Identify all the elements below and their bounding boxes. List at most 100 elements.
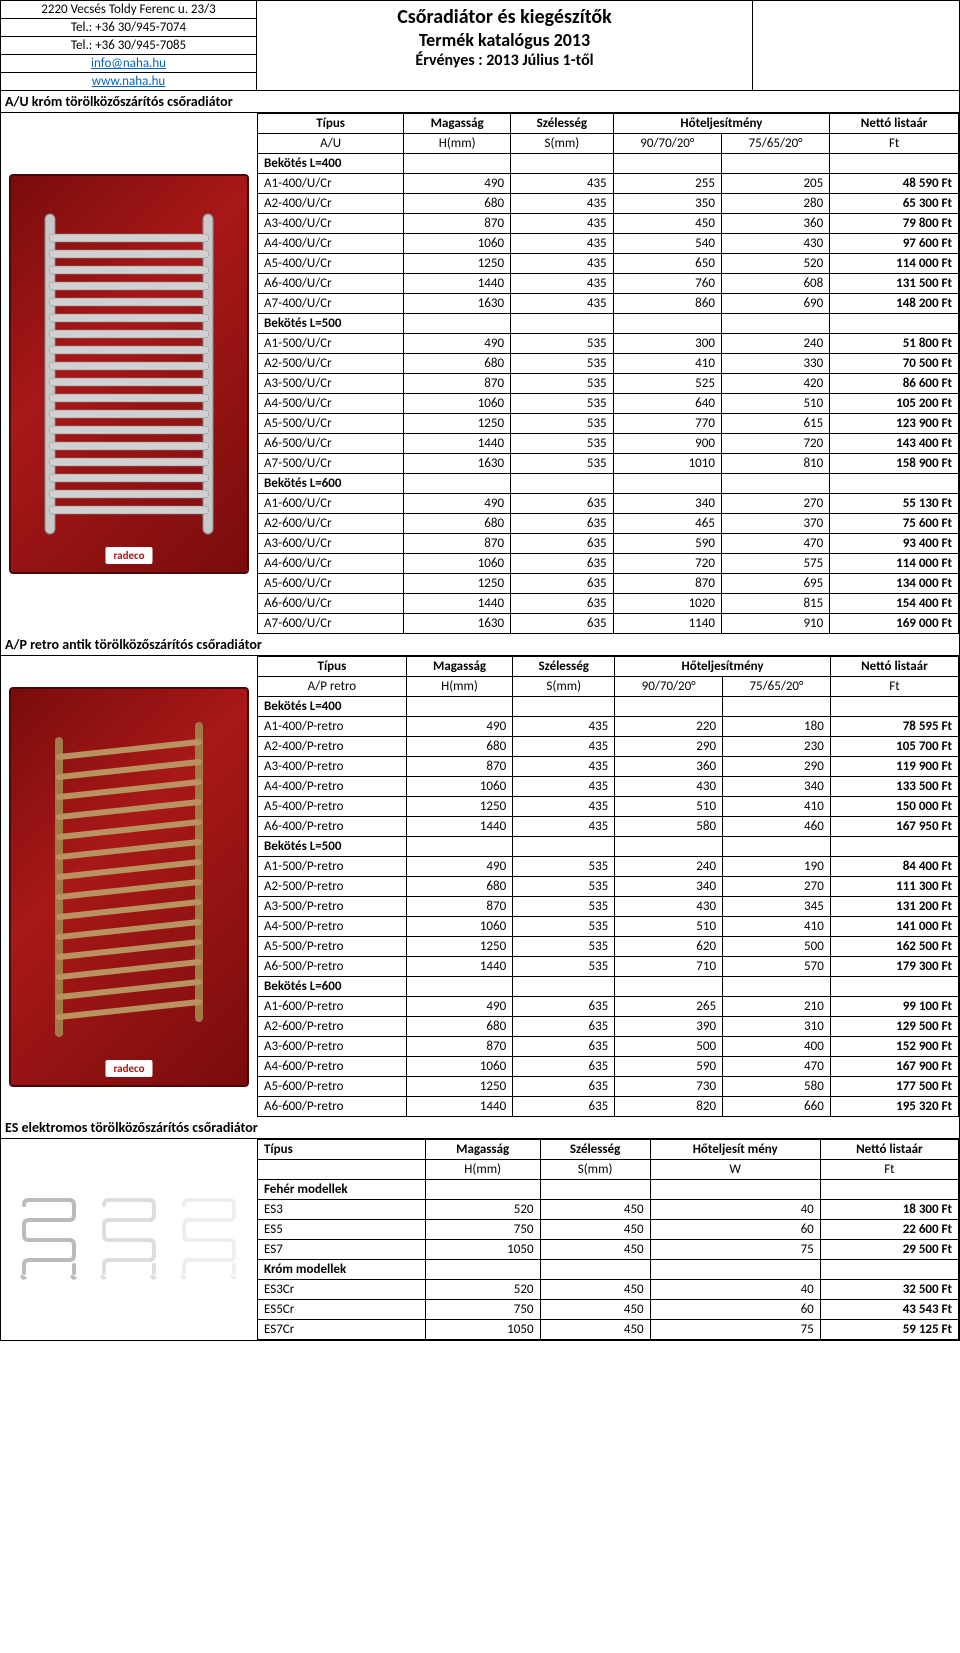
cell-p2: 910 xyxy=(721,614,829,634)
table-row: A1-500/P-retro49053524019084 400 Ft xyxy=(258,857,959,877)
table-row: A4-400/P-retro1060435430340133 500 Ft xyxy=(258,777,959,797)
table-row: A6-600/U/Cr14406351020815154 400 Ft xyxy=(258,594,959,614)
cell-p2: 280 xyxy=(721,194,829,214)
table-row: A4-500/P-retro1060535510410141 000 Ft xyxy=(258,917,959,937)
table-row: ES35204504018 300 Ft xyxy=(258,1200,959,1220)
col-tipus: Típus xyxy=(258,657,407,677)
cell-p2: 660 xyxy=(723,1097,831,1117)
cell-p2: 270 xyxy=(723,877,831,897)
cell-s: 435 xyxy=(513,817,615,837)
cell-h: 1440 xyxy=(404,434,511,454)
table-row: A5-500/P-retro1250535620500162 500 Ft xyxy=(258,937,959,957)
table-row: A5-600/U/Cr1250635870695134 000 Ft xyxy=(258,574,959,594)
cell-model: A4-600/P-retro xyxy=(258,1057,407,1077)
table-row: A3-600/P-retro870635500400152 900 Ft xyxy=(258,1037,959,1057)
cell-p1: 360 xyxy=(615,757,723,777)
sub-type: A/U xyxy=(258,134,404,154)
cell-h: 490 xyxy=(406,857,512,877)
col-szelesseg: Szélesség xyxy=(513,657,615,677)
cell-model: A6-500/U/Cr xyxy=(258,434,404,454)
cell-model: A3-500/P-retro xyxy=(258,897,407,917)
cell-price: 18 300 Ft xyxy=(820,1200,958,1220)
cell-p2: 470 xyxy=(721,534,829,554)
cell-price: 131 200 Ft xyxy=(830,897,958,917)
group-name: Bekötés L=500 xyxy=(258,314,404,334)
table-row: A3-500/P-retro870535430345131 200 Ft xyxy=(258,897,959,917)
cell-h: 1440 xyxy=(406,1097,512,1117)
cell-price: 150 000 Ft xyxy=(830,797,958,817)
table-row: A1-400/P-retro49043522018078 595 Ft xyxy=(258,717,959,737)
cell-h: 870 xyxy=(404,534,511,554)
cell-price: 75 600 Ft xyxy=(830,514,959,534)
cell-p2: 815 xyxy=(721,594,829,614)
col-tipus: Típus xyxy=(258,114,404,134)
group-name: Bekötés L=400 xyxy=(258,697,407,717)
cell-price: 143 400 Ft xyxy=(830,434,959,454)
cell-p1: 1020 xyxy=(613,594,721,614)
group-name: Fehér modellek xyxy=(258,1180,426,1200)
sub-h: H(mm) xyxy=(406,677,512,697)
cell-h: 680 xyxy=(404,354,511,374)
cell-price: 84 400 Ft xyxy=(830,857,958,877)
cell-p2: 205 xyxy=(721,174,829,194)
cell-s: 635 xyxy=(513,997,615,1017)
cell-price: 79 800 Ft xyxy=(830,214,959,234)
title-box: Csőradiátor és kiegészítők Termék kataló… xyxy=(257,1,753,90)
cell-h: 520 xyxy=(425,1200,540,1220)
product-table: TípusMagasságSzélességHőteljesít ményNet… xyxy=(257,1139,959,1340)
header: 2220 Vecsés Toldy Ferenc u. 23/3 Tel.: +… xyxy=(1,1,959,91)
sub-s: S(mm) xyxy=(513,677,615,697)
cell-p1: 430 xyxy=(615,777,723,797)
company-web[interactable]: www.naha.hu xyxy=(92,74,166,89)
cell-w: 75 xyxy=(650,1320,820,1340)
cell-price: 59 125 Ft xyxy=(820,1320,958,1340)
cell-model: A1-400/U/Cr xyxy=(258,174,404,194)
cell-s: 535 xyxy=(511,434,614,454)
cell-h: 870 xyxy=(404,214,511,234)
cell-model: A5-600/U/Cr xyxy=(258,574,404,594)
cell-model: ES3Cr xyxy=(258,1280,426,1300)
brand-tag: radeco xyxy=(105,1060,152,1077)
cell-model: A5-500/U/Cr xyxy=(258,414,404,434)
cell-p2: 420 xyxy=(721,374,829,394)
cell-model: A2-400/P-retro xyxy=(258,737,407,757)
cell-s: 635 xyxy=(513,1017,615,1037)
col-magassag: Magasság xyxy=(406,657,512,677)
group-name: Bekötés L=600 xyxy=(258,474,404,494)
cell-s: 635 xyxy=(511,614,614,634)
cell-h: 490 xyxy=(404,494,511,514)
cell-s: 435 xyxy=(513,737,615,757)
table-row: A6-500/U/Cr1440535900720143 400 Ft xyxy=(258,434,959,454)
cell-h: 490 xyxy=(406,997,512,1017)
cell-p1: 510 xyxy=(615,797,723,817)
cell-model: A4-600/U/Cr xyxy=(258,554,404,574)
cell-p1: 870 xyxy=(613,574,721,594)
sub-h: H(mm) xyxy=(425,1160,540,1180)
cell-p1: 730 xyxy=(615,1077,723,1097)
cell-p2: 230 xyxy=(723,737,831,757)
cell-p2: 330 xyxy=(721,354,829,374)
table-row: ES7Cr10504507559 125 Ft xyxy=(258,1320,959,1340)
table-row: A6-400/P-retro1440435580460167 950 Ft xyxy=(258,817,959,837)
table-row: A6-600/P-retro1440635820660195 320 Ft xyxy=(258,1097,959,1117)
cell-h: 1250 xyxy=(406,937,512,957)
cell-s: 635 xyxy=(513,1097,615,1117)
col-netto: Nettó listaár xyxy=(830,114,959,134)
cell-s: 635 xyxy=(511,594,614,614)
cell-h: 680 xyxy=(404,194,511,214)
table-row: ES710504507529 500 Ft xyxy=(258,1240,959,1260)
table-row: A5-400/U/Cr1250435650520114 000 Ft xyxy=(258,254,959,274)
cell-price: 179 300 Ft xyxy=(830,957,958,977)
sub-ft: Ft xyxy=(820,1160,958,1180)
cell-p2: 180 xyxy=(723,717,831,737)
cell-p1: 590 xyxy=(615,1057,723,1077)
group-name: Bekötés L=500 xyxy=(258,837,407,857)
cell-p1: 220 xyxy=(615,717,723,737)
company-email[interactable]: info@naha.hu xyxy=(91,56,166,71)
cell-price: 134 000 Ft xyxy=(830,574,959,594)
cell-price: 55 130 Ft xyxy=(830,494,959,514)
cell-model: A6-600/P-retro xyxy=(258,1097,407,1117)
table-row: A2-500/U/Cr68053541033070 500 Ft xyxy=(258,354,959,374)
cell-s: 435 xyxy=(513,757,615,777)
cell-s: 535 xyxy=(513,957,615,977)
